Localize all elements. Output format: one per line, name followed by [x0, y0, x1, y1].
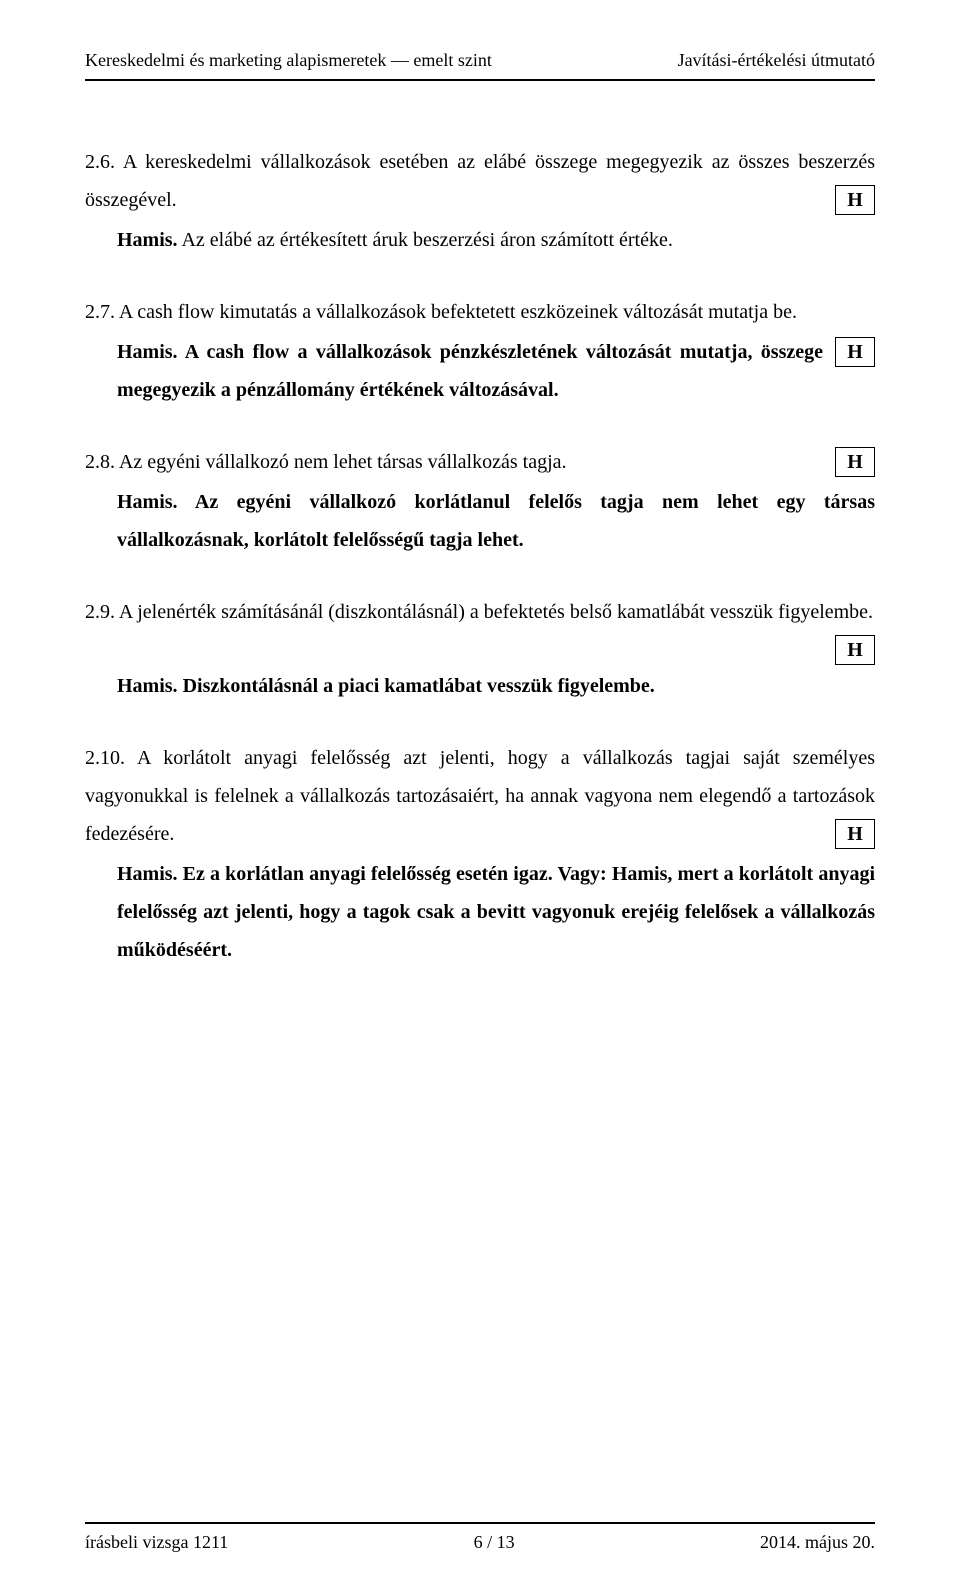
answer-rest: A cash flow a vállalkozások pénzkészleté… — [117, 341, 823, 401]
answer-text: Hamis. Az elábé az értékesített áruk bes… — [85, 219, 875, 259]
answer-lead: Hamis. — [117, 675, 178, 697]
question-number: 2.9. — [85, 601, 115, 623]
answer-text: Hamis. Az egyéni vállalkozó korlátlanul … — [85, 481, 875, 559]
content: 2.6. A kereskedelmi vállalkozások esetéb… — [85, 81, 875, 969]
question-text: 2.9. A jelenérték számításánál (diszkont… — [85, 593, 875, 665]
question-2-7: 2.7. A cash flow kimutatás a vállalkozás… — [85, 293, 875, 409]
footer-rule — [85, 1522, 875, 1524]
question-text: 2.6. A kereskedelmi vállalkozások esetéb… — [85, 143, 875, 219]
footer-center: 6 / 13 — [474, 1532, 515, 1553]
question-2-9: 2.9. A jelenérték számításánál (diszkont… — [85, 593, 875, 705]
header-left: Kereskedelmi és marketing alapismeretek … — [85, 50, 492, 71]
question-2-10: 2.10. A korlátolt anyagi felelősség azt … — [85, 739, 875, 969]
question-text: 2.7. A cash flow kimutatás a vállalkozás… — [85, 293, 875, 331]
question-body: A kereskedelmi vállalkozások esetében az… — [85, 151, 875, 211]
answer-text: Hamis. Diszkontálásnál a piaci kamatlába… — [85, 665, 875, 705]
question-text: H 2.8. Az egyéni vállalkozó nem lehet tá… — [85, 443, 875, 481]
page: Kereskedelmi és marketing alapismeretek … — [0, 0, 960, 1589]
answer-box: H — [835, 337, 875, 367]
answer-box: H — [835, 635, 875, 665]
answer-rest: Diszkontálásnál a piaci kamatlábat vessz… — [178, 675, 655, 697]
footer-right: 2014. május 20. — [760, 1532, 875, 1553]
answer-rest: Az egyéni vállalkozó korlátlanul felelős… — [117, 491, 875, 551]
footer-left: írásbeli vizsga 1211 — [85, 1532, 228, 1553]
question-body: Az egyéni vállalkozó nem lehet társas vá… — [119, 451, 567, 473]
answer-box: H — [835, 819, 875, 849]
question-body: A jelenérték számításánál (diszkontálásn… — [119, 601, 873, 623]
answer-rest: Ez a korlátlan anyagi felelősség esetén … — [117, 863, 875, 961]
question-number: 2.7. — [85, 301, 115, 323]
question-number: 2.6. — [85, 151, 115, 173]
footer: írásbeli vizsga 1211 6 / 13 2014. május … — [85, 1522, 875, 1553]
answer-text: Hamis. Ez a korlátlan anyagi felelősség … — [85, 853, 875, 969]
question-number: 2.10. — [85, 747, 125, 769]
question-number: 2.8. — [85, 451, 115, 473]
answer-box: H — [835, 185, 875, 215]
question-body: A cash flow kimutatás a vállalkozások be… — [119, 301, 797, 323]
answer-lead: Hamis. — [117, 863, 178, 885]
answer-lead: Hamis. — [117, 491, 178, 513]
answer-lead: Hamis. — [117, 229, 178, 251]
answer-box: H — [835, 447, 875, 477]
answer-lead: Hamis. — [117, 341, 178, 363]
header-right: Javítási-értékelési útmutató — [678, 50, 875, 71]
header: Kereskedelmi és marketing alapismeretek … — [85, 50, 875, 71]
question-2-8: H 2.8. Az egyéni vállalkozó nem lehet tá… — [85, 443, 875, 559]
question-text: 2.10. A korlátolt anyagi felelősség azt … — [85, 739, 875, 853]
answer-text: H Hamis. A cash flow a vállalkozások pén… — [85, 331, 875, 409]
question-2-6: 2.6. A kereskedelmi vállalkozások esetéb… — [85, 143, 875, 259]
answer-rest: Az elábé az értékesített áruk beszerzési… — [178, 229, 673, 251]
question-body: A korlátolt anyagi felelősség azt jelent… — [85, 747, 875, 845]
